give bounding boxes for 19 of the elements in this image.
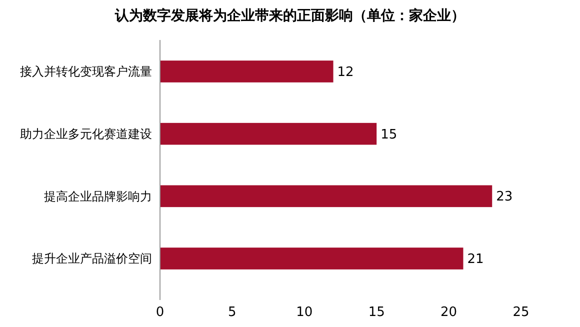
bar [160,185,492,208]
x-tick-label: 20 [440,305,458,320]
data-label: 23 [496,190,513,205]
x-tick-label: 10 [296,305,313,320]
y-tick-label: 提升企业产品溢价空间 [32,252,152,266]
data-label: 12 [337,65,354,80]
x-tick-label: 15 [368,305,385,320]
x-tick-label: 0 [156,305,164,320]
y-tick-label: 提高企业品牌影响力 [44,189,152,204]
bar [160,248,464,270]
chart-title: 认为数字发展将为企业带来的正面影响（单位：家企业） [114,7,465,24]
data-label: 15 [380,127,398,142]
bar [160,60,334,82]
y-tick-label: 接入并转化变现客户流量 [20,64,152,79]
x-tick-label: 5 [228,305,236,320]
bar [160,122,377,145]
data-label: 21 [467,252,484,268]
y-tick-label: 助力企业多元化赛道建设 [20,127,152,142]
x-tick-label: 25 [512,305,530,320]
